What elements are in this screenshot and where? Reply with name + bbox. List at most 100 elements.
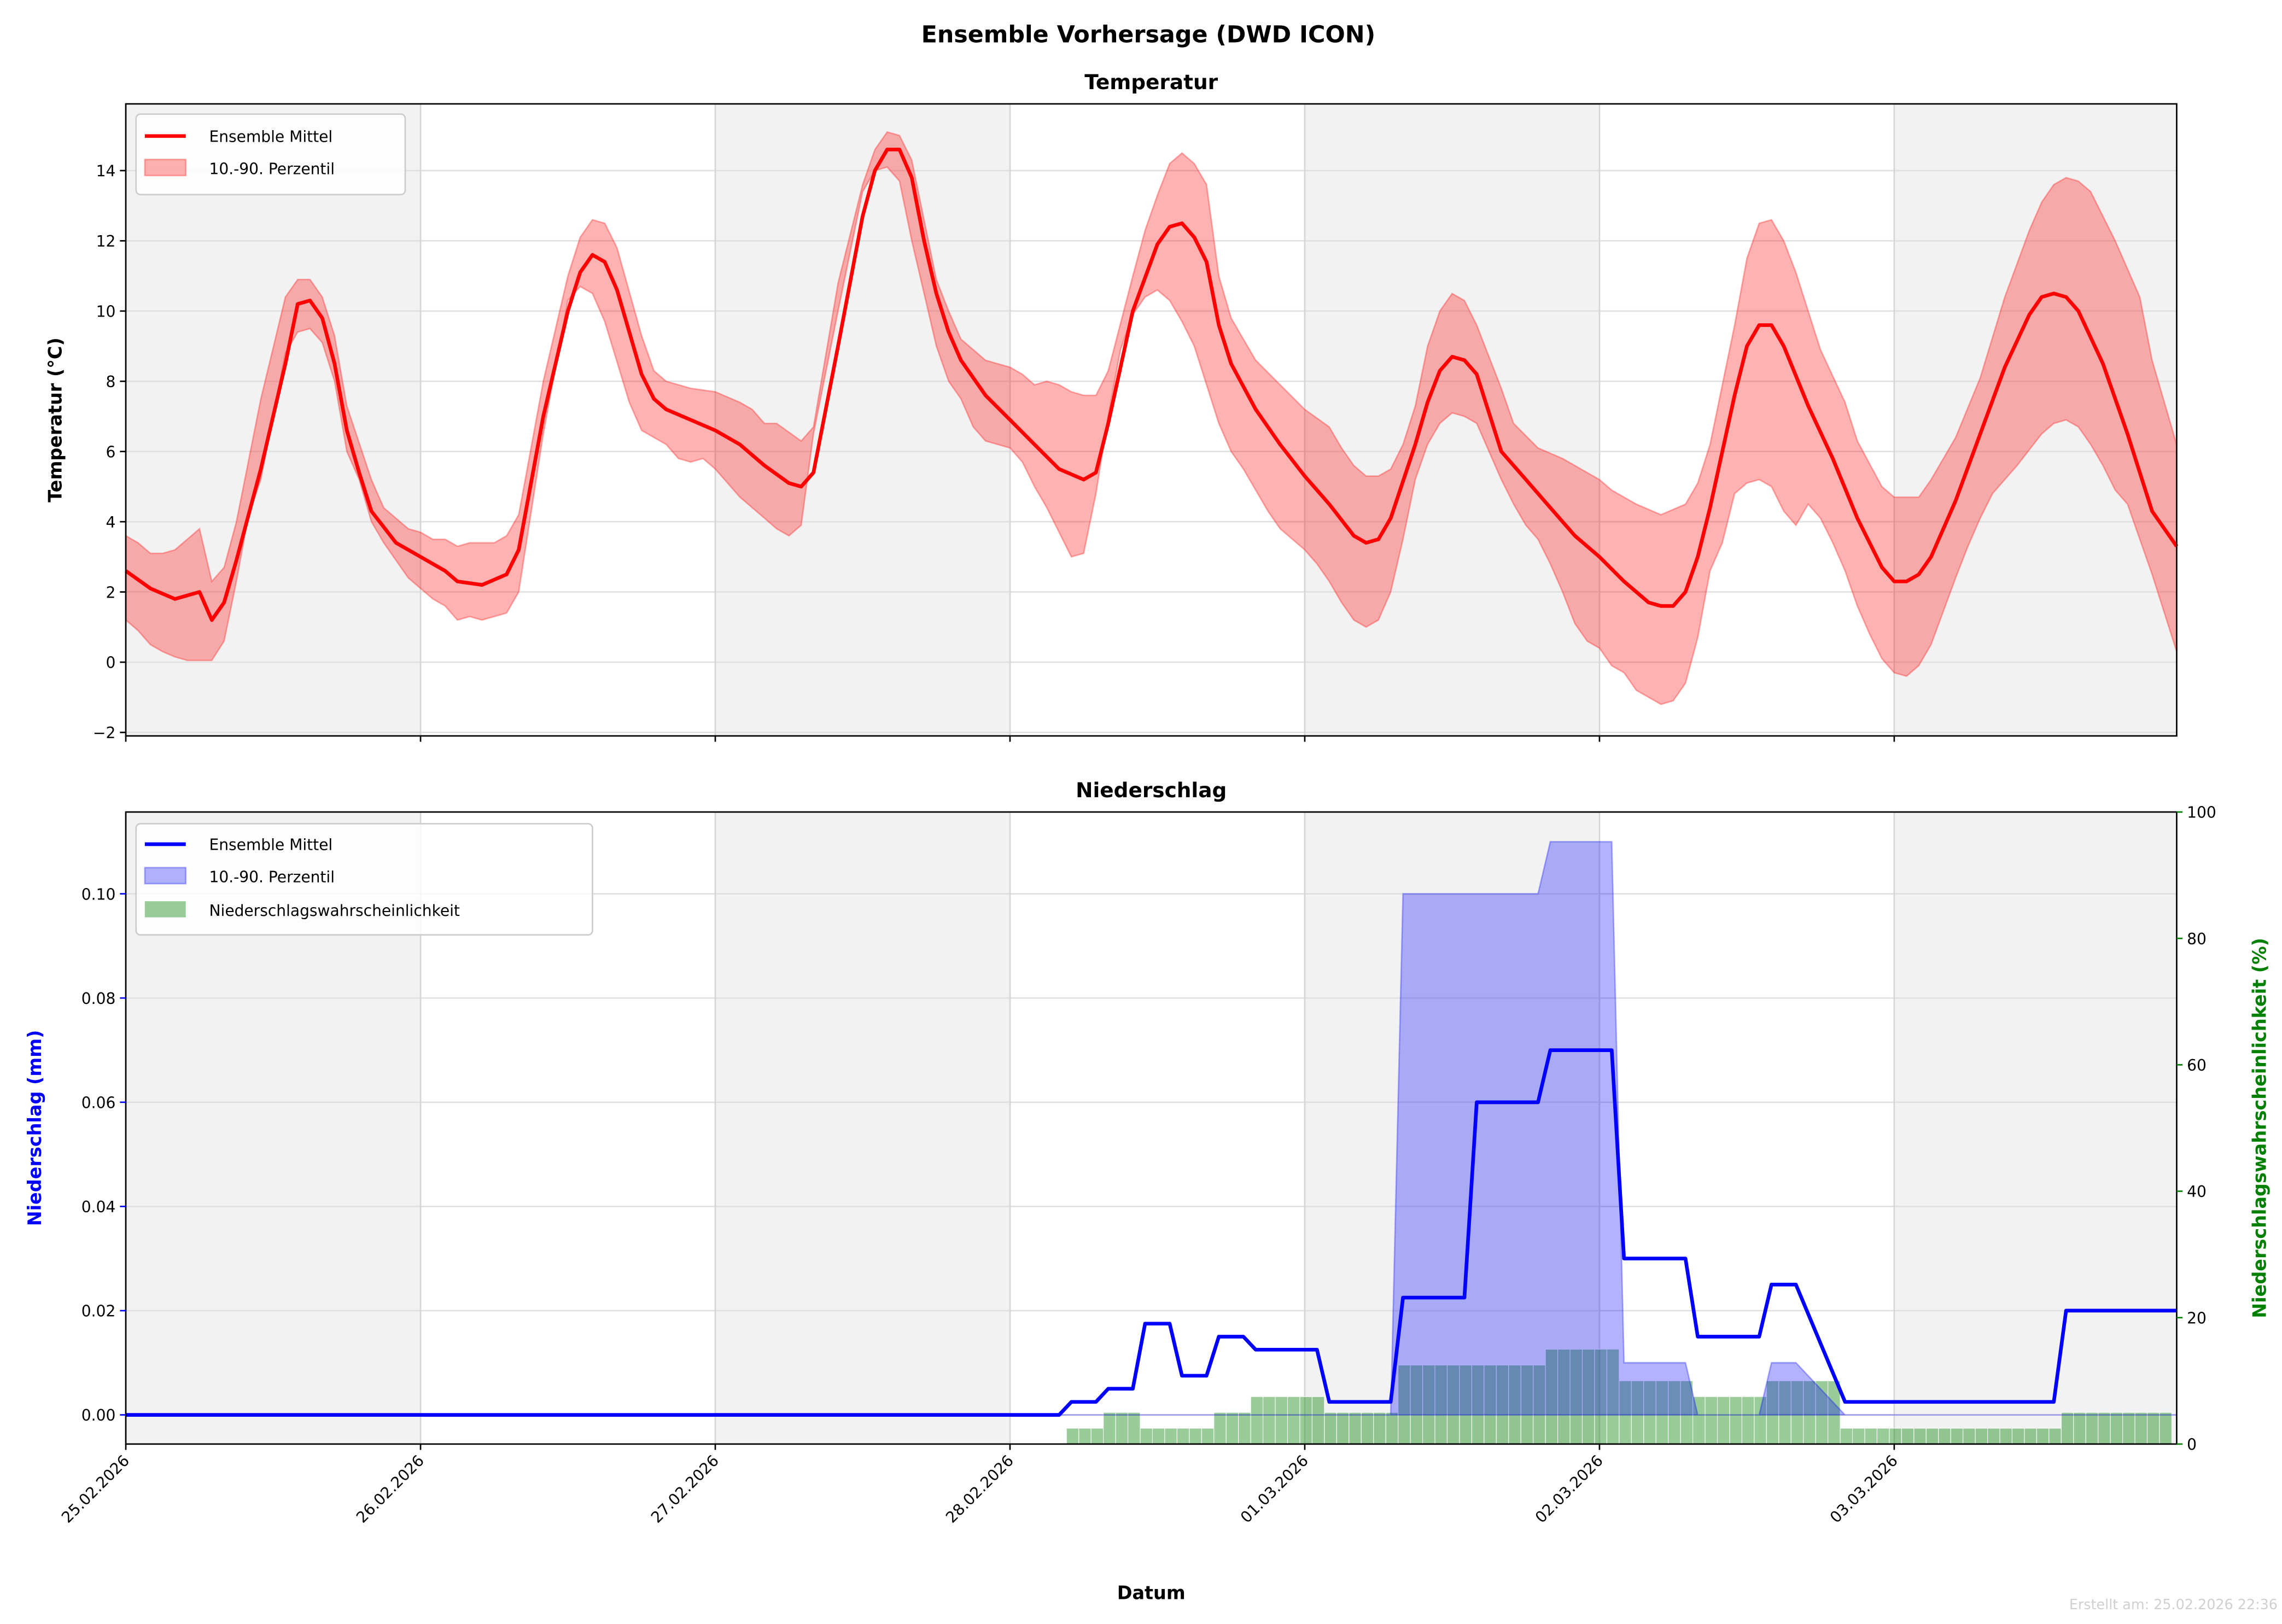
day-shading	[1894, 103, 2177, 736]
y-tick-label: 0.08	[81, 990, 116, 1008]
y-tick-label: 12	[96, 232, 116, 250]
day-shading	[715, 812, 1010, 1444]
probability-bar	[1238, 1412, 1251, 1445]
probability-bar	[2159, 1412, 2172, 1445]
probability-bar	[1889, 1428, 1902, 1445]
probability-bar	[1913, 1428, 1927, 1445]
probability-bar	[1164, 1428, 1177, 1445]
day-shading	[1894, 812, 2177, 1444]
probability-bar	[1361, 1412, 1374, 1445]
axes-frame	[125, 103, 2178, 737]
y-tick-label: 0.06	[81, 1094, 116, 1112]
probability-bar	[2011, 1428, 2025, 1445]
right-y-tick-label: 100	[2187, 804, 2216, 822]
axes-frame	[125, 811, 2178, 1445]
right-y-tick-label: 20	[2187, 1309, 2207, 1327]
probability-bar	[1090, 1428, 1104, 1445]
legend-mean-label: Ensemble Mittel	[209, 128, 333, 146]
probability-bar	[2061, 1412, 2074, 1445]
probability-bar	[1729, 1396, 1742, 1445]
probability-bar	[1299, 1396, 1312, 1445]
probability-bar	[1901, 1428, 1915, 1445]
temperature-ylabel: Temperatur (°C)	[44, 337, 66, 502]
legend-probability-label: Niederschlagswahrscheinlichkeit	[209, 902, 460, 920]
probability-bar	[1864, 1428, 1877, 1445]
y-tick-label: 0.02	[81, 1302, 116, 1321]
probability-bar	[1741, 1396, 1755, 1445]
plot-area	[126, 103, 2177, 736]
percentile-band	[125, 131, 2178, 705]
probability-bar	[1152, 1428, 1165, 1445]
right-y-tick-label: 0	[2187, 1436, 2197, 1454]
y-tick-label: −2	[93, 724, 115, 742]
y-tick-label: 0.10	[81, 885, 116, 903]
probability-bar	[2110, 1412, 2123, 1445]
probability-bar	[1078, 1428, 1092, 1445]
probability-bar	[1225, 1412, 1239, 1445]
probability-bar	[1128, 1412, 1141, 1445]
ensemble-mean-line	[126, 1048, 2177, 1417]
probability-bar	[1938, 1428, 1951, 1445]
probability-bar	[1275, 1396, 1288, 1445]
probability-bar	[2085, 1412, 2099, 1445]
y-tick-label: 0.04	[81, 1198, 116, 1216]
day-shading	[1304, 103, 1600, 736]
legend-band-swatch	[144, 159, 187, 177]
probability-bar	[1963, 1428, 1976, 1445]
probability-bar	[1975, 1428, 1988, 1445]
probability-bar	[1201, 1428, 1215, 1445]
probability-bar	[1349, 1412, 1362, 1445]
probability-bar	[1311, 1396, 1325, 1445]
y-tick-label: 0	[106, 654, 115, 672]
day-shading	[1304, 812, 1600, 1444]
probability-bar	[2036, 1428, 2050, 1445]
probability-bar	[1189, 1428, 1202, 1445]
legend-band-label: 10.-90. Perzentil	[209, 868, 335, 886]
y-tick-label: 8	[106, 373, 115, 391]
y-tick-label: 6	[106, 443, 115, 461]
probability-bar	[2122, 1412, 2135, 1445]
y-tick-label: 14	[96, 162, 116, 180]
right-y-tick-label: 40	[2187, 1183, 2207, 1201]
legend-probability-swatch	[144, 901, 186, 918]
y-tick-label: 2	[106, 583, 115, 601]
probability-bar	[1324, 1412, 1337, 1445]
temperature-legend: Ensemble Mittel 10.-90. Perzentil	[135, 113, 406, 196]
probability-bar	[1876, 1428, 1890, 1445]
temperature-title: Temperatur	[1084, 70, 1218, 94]
probability-bar	[1705, 1396, 1718, 1445]
probability-bar	[2024, 1428, 2037, 1445]
probability-bar	[1373, 1412, 1386, 1445]
probability-bar	[1176, 1428, 1190, 1445]
probability-bar	[1987, 1428, 2000, 1445]
probability-bar	[1925, 1428, 1939, 1445]
probability-bar	[1103, 1412, 1116, 1445]
precipitation-title: Niederschlag	[1076, 778, 1227, 802]
probability-bar	[1336, 1412, 1350, 1445]
probability-bar	[1140, 1428, 1153, 1445]
probability-bar	[1213, 1412, 1227, 1445]
created-timestamp: Erstellt am: 25.02.2026 22:36	[2069, 1596, 2278, 1613]
probability-bar	[1115, 1412, 1129, 1445]
probability-bar	[2048, 1428, 2062, 1445]
probability-bar	[1066, 1428, 1079, 1445]
probability-bar	[2134, 1412, 2148, 1445]
probability-bar	[1385, 1412, 1399, 1445]
probability-bar	[2098, 1412, 2111, 1445]
y-tick-label: 10	[96, 303, 116, 321]
precipitation-legend: Ensemble Mittel 10.-90. Perzentil Nieder…	[135, 823, 593, 936]
probability-bar	[2073, 1412, 2086, 1445]
probability-bar	[1999, 1428, 2013, 1445]
right-y-tick-label: 80	[2187, 930, 2207, 948]
probability-bar	[1852, 1428, 1865, 1445]
probability-bar	[1950, 1428, 1964, 1445]
y-tick-label: 4	[106, 513, 115, 531]
probability-bar	[1250, 1396, 1264, 1445]
right-y-tick-label: 60	[2187, 1056, 2207, 1074]
probability-bar	[1263, 1396, 1276, 1445]
figure-title: Ensemble Vorhersage (DWD ICON)	[921, 21, 1376, 49]
y-tick-label: 0.00	[81, 1406, 116, 1424]
probability-ylabel: Niederschlagswahrscheinlichkeit (%)	[2249, 938, 2271, 1318]
ensemble-mean-line	[125, 148, 2179, 622]
